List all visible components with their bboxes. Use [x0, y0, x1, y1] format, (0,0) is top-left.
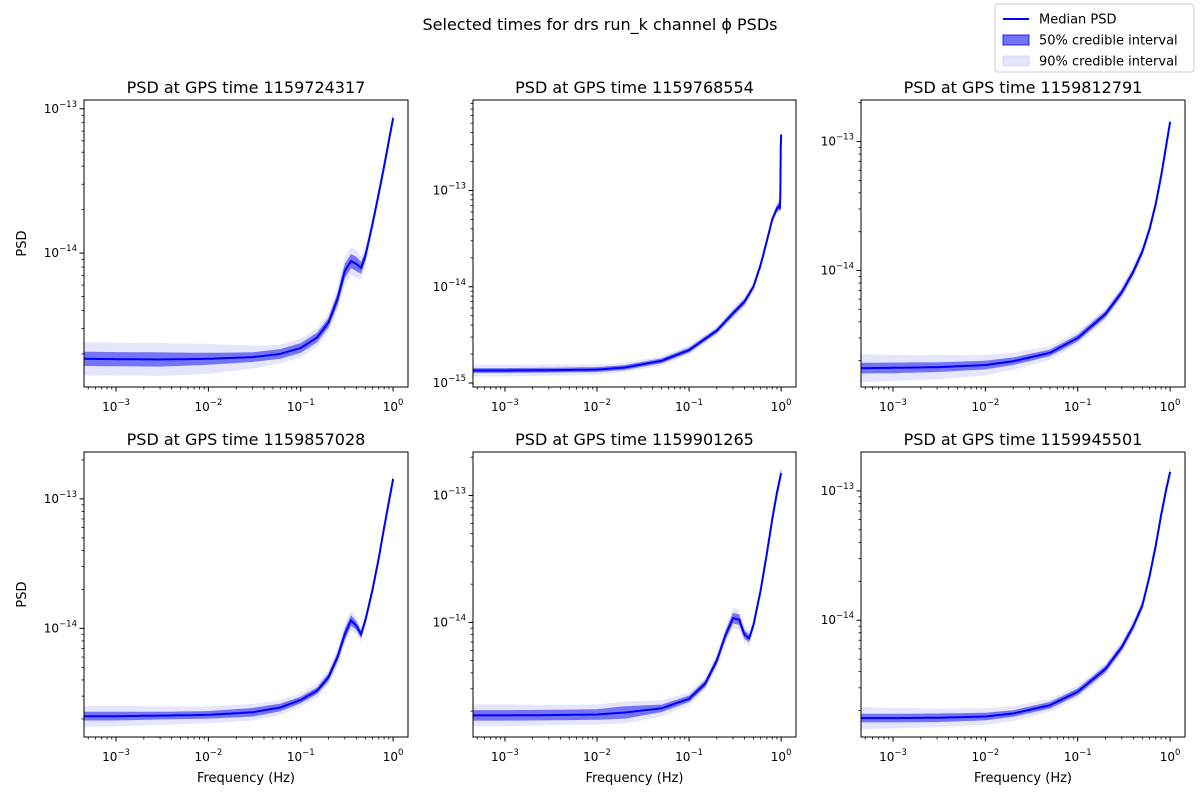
- credible-band-90: [861, 115, 1171, 382]
- y-tick-label: 10−13: [44, 490, 77, 506]
- x-axis-label: Frequency (Hz): [585, 771, 683, 786]
- y-tick-label: 10−14: [433, 613, 466, 629]
- subplot-title: PSD at GPS time 1159901265: [515, 430, 754, 449]
- y-tick-label: 10−14: [44, 244, 77, 260]
- subplot-2: 10−3 10−2 10−1 100 10−15 10−14 10−13 PSD at GPS…: [433, 78, 797, 414]
- subplot-title: PSD at GPS time 1159945501: [904, 430, 1143, 449]
- median-psd-line: [473, 472, 783, 717]
- y-tick-label: 10−13: [44, 100, 77, 116]
- credible-band-50: [473, 128, 782, 373]
- x-tick-label: 100: [383, 398, 404, 414]
- x-tick-label: 10−3: [102, 398, 130, 414]
- median-psd-line: [84, 478, 395, 718]
- x-tick-label: 10−2: [194, 398, 222, 414]
- x-tick-label: 10−3: [879, 398, 907, 414]
- axes-frame: [472, 451, 797, 738]
- credible-band-50: [861, 468, 1171, 723]
- x-tick-label: 10−3: [491, 748, 519, 764]
- x-tick-label: 10−2: [194, 748, 222, 764]
- subplot-title: PSD at GPS time 1159724317: [127, 78, 366, 97]
- y-tick-label: 10−13: [821, 133, 854, 149]
- x-tick-label: 100: [1160, 748, 1181, 764]
- y-axis-label: PSD: [15, 581, 30, 607]
- legend-label: 90% credible interval: [1039, 55, 1178, 70]
- x-axis-label: Frequency (Hz): [197, 771, 295, 786]
- subplot-3: 10−3 10−2 10−1 100 10−14 10−13 PSD at GPS time…: [821, 78, 1186, 414]
- subplot-title: PSD at GPS time 1159812791: [904, 78, 1143, 97]
- x-tick-label: 10−1: [675, 748, 703, 764]
- subplot-4: 10−3 10−2 10−1 100 10−14 10−13 PSD at GPS time…: [15, 430, 409, 786]
- x-tick-label: 10−2: [971, 398, 999, 414]
- credible-band-50: [84, 114, 394, 367]
- subplot-1: 10−3 10−2 10−1 100 10−14 10−13 PSD at GPS time…: [15, 78, 409, 414]
- x-tick-label: 10−2: [583, 748, 611, 764]
- y-tick-label: 10−15: [433, 374, 466, 390]
- axes-frame: [472, 99, 797, 388]
- x-tick-label: 10−2: [583, 398, 611, 414]
- credible-band-90: [861, 465, 1171, 730]
- subplot-5: 10−3 10−2 10−1 100 10−14 10−13 PSD at GPS time…: [433, 430, 797, 786]
- median-psd-line: [84, 118, 395, 361]
- credible-band-50: [84, 475, 394, 721]
- subplot-title: PSD at GPS time 1159768554: [515, 78, 754, 97]
- figure-title: Selected times for drs run_k channel ϕ P…: [423, 15, 778, 35]
- x-tick-label: 10−3: [102, 748, 130, 764]
- subplot-grid: 10−3 10−2 10−1 100 10−14 10−13 PSD at GPS time…: [15, 78, 1186, 786]
- axes-frame: [860, 99, 1186, 388]
- x-axis-label: Frequency (Hz): [974, 771, 1072, 786]
- y-tick-label: 10−13: [433, 486, 466, 502]
- x-tick-label: 100: [1160, 398, 1181, 414]
- x-tick-label: 10−3: [879, 748, 907, 764]
- credible-band-90: [84, 471, 394, 727]
- axes-frame: [83, 99, 409, 388]
- y-axis-label: PSD: [15, 230, 30, 256]
- credible-band-90: [473, 122, 782, 377]
- axes-frame: [860, 451, 1186, 738]
- y-tick-label: 10−14: [821, 611, 854, 627]
- y-tick-label: 10−13: [433, 181, 466, 197]
- median-psd-line: [473, 134, 783, 372]
- legend-swatch-band: [1002, 55, 1030, 67]
- y-tick-label: 10−13: [821, 482, 854, 498]
- y-tick-label: 10−14: [821, 262, 854, 278]
- axes-frame: [83, 451, 409, 738]
- legend-box: [994, 3, 1195, 73]
- credible-band-90: [473, 465, 782, 727]
- x-tick-label: 10−2: [971, 748, 999, 764]
- median-psd-line: [861, 121, 1172, 370]
- x-tick-label: 10−1: [1064, 748, 1092, 764]
- x-tick-label: 100: [771, 398, 792, 414]
- y-tick-label: 10−14: [44, 619, 77, 635]
- x-tick-label: 10−3: [491, 398, 519, 414]
- credible-band-50: [861, 118, 1171, 374]
- credible-band-90: [84, 111, 394, 376]
- legend-label: Median PSD: [1039, 13, 1117, 28]
- median-psd-line: [861, 471, 1172, 720]
- y-tick-label: 10−14: [433, 278, 466, 294]
- x-tick-label: 10−1: [1064, 398, 1092, 414]
- credible-band-50: [473, 469, 782, 721]
- x-tick-label: 100: [771, 748, 792, 764]
- x-tick-label: 10−1: [287, 748, 315, 764]
- legend-label: 50% credible interval: [1039, 34, 1178, 49]
- x-tick-label: 10−1: [287, 398, 315, 414]
- legend: Median PSD 50% credible interval 90% credi…: [994, 3, 1195, 73]
- x-tick-label: 100: [383, 748, 404, 764]
- subplot-6: 10−3 10−2 10−1 100 10−14 10−13 PSD at GPS time…: [821, 430, 1186, 786]
- legend-swatch-band: [1002, 34, 1030, 46]
- x-tick-label: 10−1: [675, 398, 703, 414]
- subplot-title: PSD at GPS time 1159857028: [127, 430, 366, 449]
